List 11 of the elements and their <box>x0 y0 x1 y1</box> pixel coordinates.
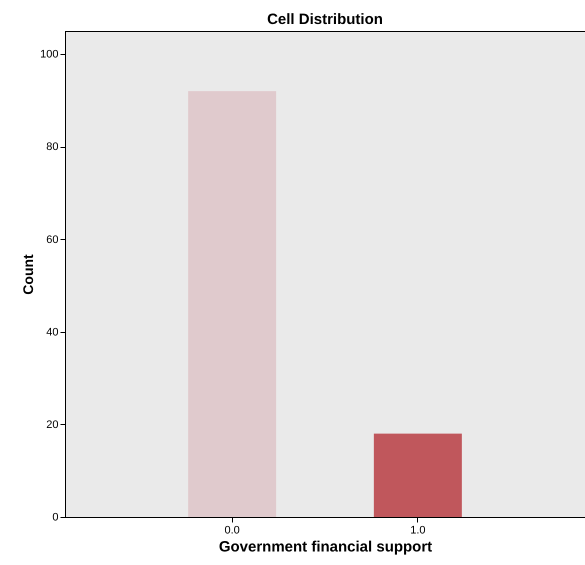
x-axis-title: Government financial support <box>218 538 432 556</box>
y-tick-label: 0 <box>52 512 58 524</box>
x-tick-label: 0.0 <box>224 524 240 536</box>
y-axis-title: Count <box>20 254 36 295</box>
chart-title: Cell Distribution <box>267 11 383 28</box>
y-tick-label: 100 <box>40 48 58 61</box>
y-tick-label: 20 <box>46 418 58 431</box>
x-tick-label: 1.0 <box>410 524 426 536</box>
y-tick-label: 60 <box>46 234 58 246</box>
y-tick-label: 80 <box>46 141 58 154</box>
y-tick-label: 40 <box>46 326 58 338</box>
